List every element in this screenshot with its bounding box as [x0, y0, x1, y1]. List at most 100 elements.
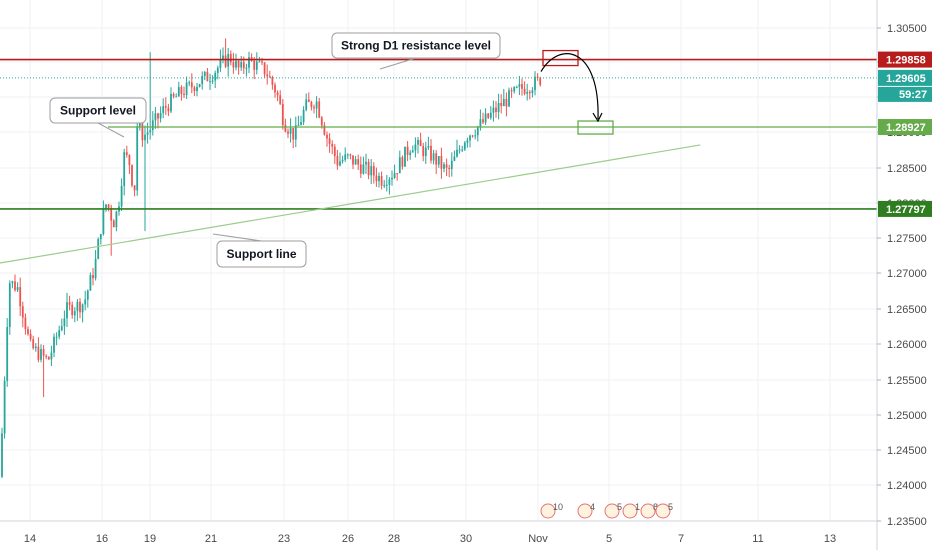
candle-body	[417, 139, 419, 145]
candle-body	[528, 92, 531, 94]
candle-body	[531, 90, 534, 94]
candle-body	[331, 143, 334, 147]
candle-body	[151, 120, 154, 131]
candle-body	[248, 57, 250, 68]
candle-body	[193, 87, 196, 92]
candle-body	[440, 156, 443, 169]
candle-body	[201, 76, 204, 85]
candle-body	[414, 144, 417, 151]
x-tick-label: 16	[96, 533, 108, 545]
event-marker[interactable]: 1	[622, 502, 640, 519]
candle-body	[333, 146, 336, 157]
candle-body	[336, 156, 339, 166]
candle-body	[196, 86, 198, 92]
event-count: 8	[653, 502, 658, 512]
candle-body	[287, 131, 289, 134]
candle-body	[154, 113, 157, 121]
candle-body	[409, 152, 412, 155]
candle-body	[42, 349, 45, 356]
candle-body	[157, 113, 159, 119]
candle-body	[297, 124, 300, 126]
candle-body	[497, 103, 500, 112]
candle-body	[242, 62, 245, 69]
candle-body	[146, 132, 149, 135]
candle-body	[133, 185, 136, 191]
candle-body	[300, 122, 302, 125]
candle-body	[505, 98, 508, 107]
callout-text: Support level	[60, 104, 136, 118]
candle-body	[268, 76, 271, 78]
candle-body	[224, 55, 227, 67]
event-count: 4	[590, 502, 595, 512]
event-marker[interactable]: 4	[577, 502, 595, 519]
candle-body	[92, 275, 94, 279]
candle-body	[271, 77, 274, 85]
candle-body	[60, 326, 63, 331]
candle-body	[523, 88, 526, 94]
event-marker[interactable]: 10	[540, 502, 563, 519]
event-count: 5	[668, 502, 673, 512]
candle-body	[66, 302, 68, 319]
candle-body	[144, 134, 146, 141]
candle-body	[94, 258, 97, 279]
price-tag: 1.29605	[878, 69, 932, 86]
price-tag-label: 1.29605	[886, 73, 926, 85]
event-count: 5	[617, 502, 622, 512]
candle-body	[302, 109, 305, 123]
candle-body	[352, 155, 354, 165]
candle-body	[89, 275, 92, 291]
y-tick-label: 1.28500	[887, 163, 927, 175]
candle-body	[476, 126, 479, 136]
candle-body	[29, 333, 32, 340]
candle-body	[253, 60, 256, 70]
callout-text: Support line	[227, 247, 297, 261]
candle-body	[276, 92, 279, 96]
support-target-box	[577, 120, 614, 135]
callout-box	[49, 97, 147, 124]
candle-body	[393, 173, 396, 178]
candle-body	[432, 153, 435, 161]
candle-body	[484, 113, 487, 123]
candle-body	[370, 166, 373, 176]
y-tick-label: 1.25000	[887, 410, 927, 422]
candle-body	[354, 159, 357, 165]
candle-body	[463, 142, 466, 150]
candle-body	[76, 301, 79, 312]
flag-icon	[655, 503, 671, 519]
candle-body	[453, 156, 456, 161]
countdown-bg	[878, 86, 932, 102]
support-line-callout: Support line	[212, 233, 307, 268]
candle-body	[318, 101, 321, 118]
event-marker[interactable]: 5	[655, 502, 673, 519]
candle-body	[185, 82, 188, 95]
candle-body	[99, 234, 102, 240]
candle-body	[24, 317, 27, 330]
candle-body	[40, 349, 42, 360]
candle-body	[37, 346, 40, 360]
candle-body	[450, 160, 453, 170]
candle-body	[216, 68, 219, 73]
price-tag-label: 1.27797	[886, 204, 926, 216]
candle-body	[149, 130, 152, 133]
x-tick-label: 23	[278, 533, 290, 545]
candle-body	[227, 53, 230, 67]
event-marker[interactable]: 8	[640, 502, 658, 519]
support-level-callout: Support level	[49, 97, 147, 138]
candle-body	[102, 209, 105, 235]
event-marker[interactable]: 5	[604, 502, 622, 519]
candle-body	[401, 157, 404, 167]
levels	[0, 58, 877, 264]
candle-body	[380, 176, 383, 186]
candle-body	[162, 106, 165, 113]
candle-body	[289, 127, 292, 134]
y-tick-label: 1.27000	[887, 268, 927, 280]
candle-body	[125, 152, 128, 155]
candle-body	[123, 152, 126, 186]
grid	[0, 0, 877, 522]
candle-body	[396, 173, 399, 175]
candle-body	[279, 95, 282, 105]
candle-body	[502, 98, 505, 107]
candle-body	[536, 76, 539, 78]
